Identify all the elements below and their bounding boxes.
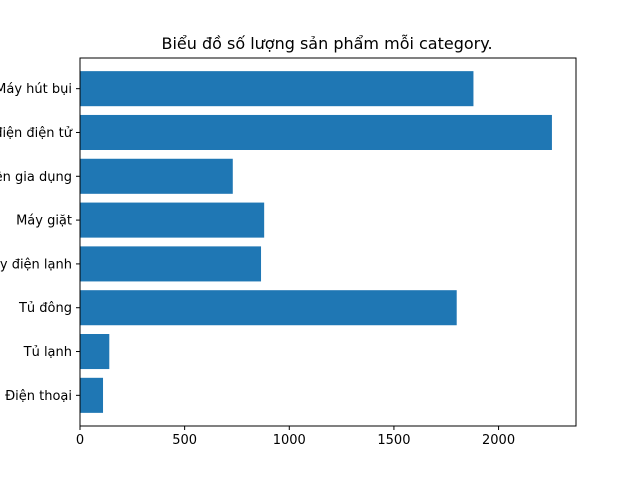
y-tick-label: Máy hút bụi [0,82,72,97]
bar [80,114,552,150]
bar [80,71,474,107]
bars-group [80,71,552,413]
y-tick-label: Máy điện lạnh [0,257,72,272]
y-tick-label: Tủ đông [18,301,72,316]
y-tick-label: Đồ điện gia dụng [0,170,72,185]
bar [80,290,457,326]
y-tick-label: Máy giặt [16,214,72,229]
chart-title: Biểu đồ số lượng sản phẩm mỗi category. [161,34,492,53]
x-tick-label: 1000 [273,433,306,448]
bar [80,202,265,238]
y-tick-label: Điện thoại [5,389,72,404]
x-tick-label: 0 [76,433,84,448]
bar [80,334,110,370]
x-tick-label: 1500 [377,433,410,448]
bar [80,377,104,413]
y-tick-label: Tủ lạnh [23,345,72,360]
x-tick-label: 2000 [482,433,515,448]
y-tick-label: Thiết bị điện điện tử [0,126,73,141]
y-axis: Điện thoại Tủ lạnh Tủ đông Máy điện lạnh Máy… [0,82,80,404]
x-tick-label: 500 [172,433,197,448]
bar [80,246,262,282]
plot-frame [79,57,577,427]
x-axis: 0 500 1000 1500 2000 [76,426,515,448]
bar [80,158,233,194]
